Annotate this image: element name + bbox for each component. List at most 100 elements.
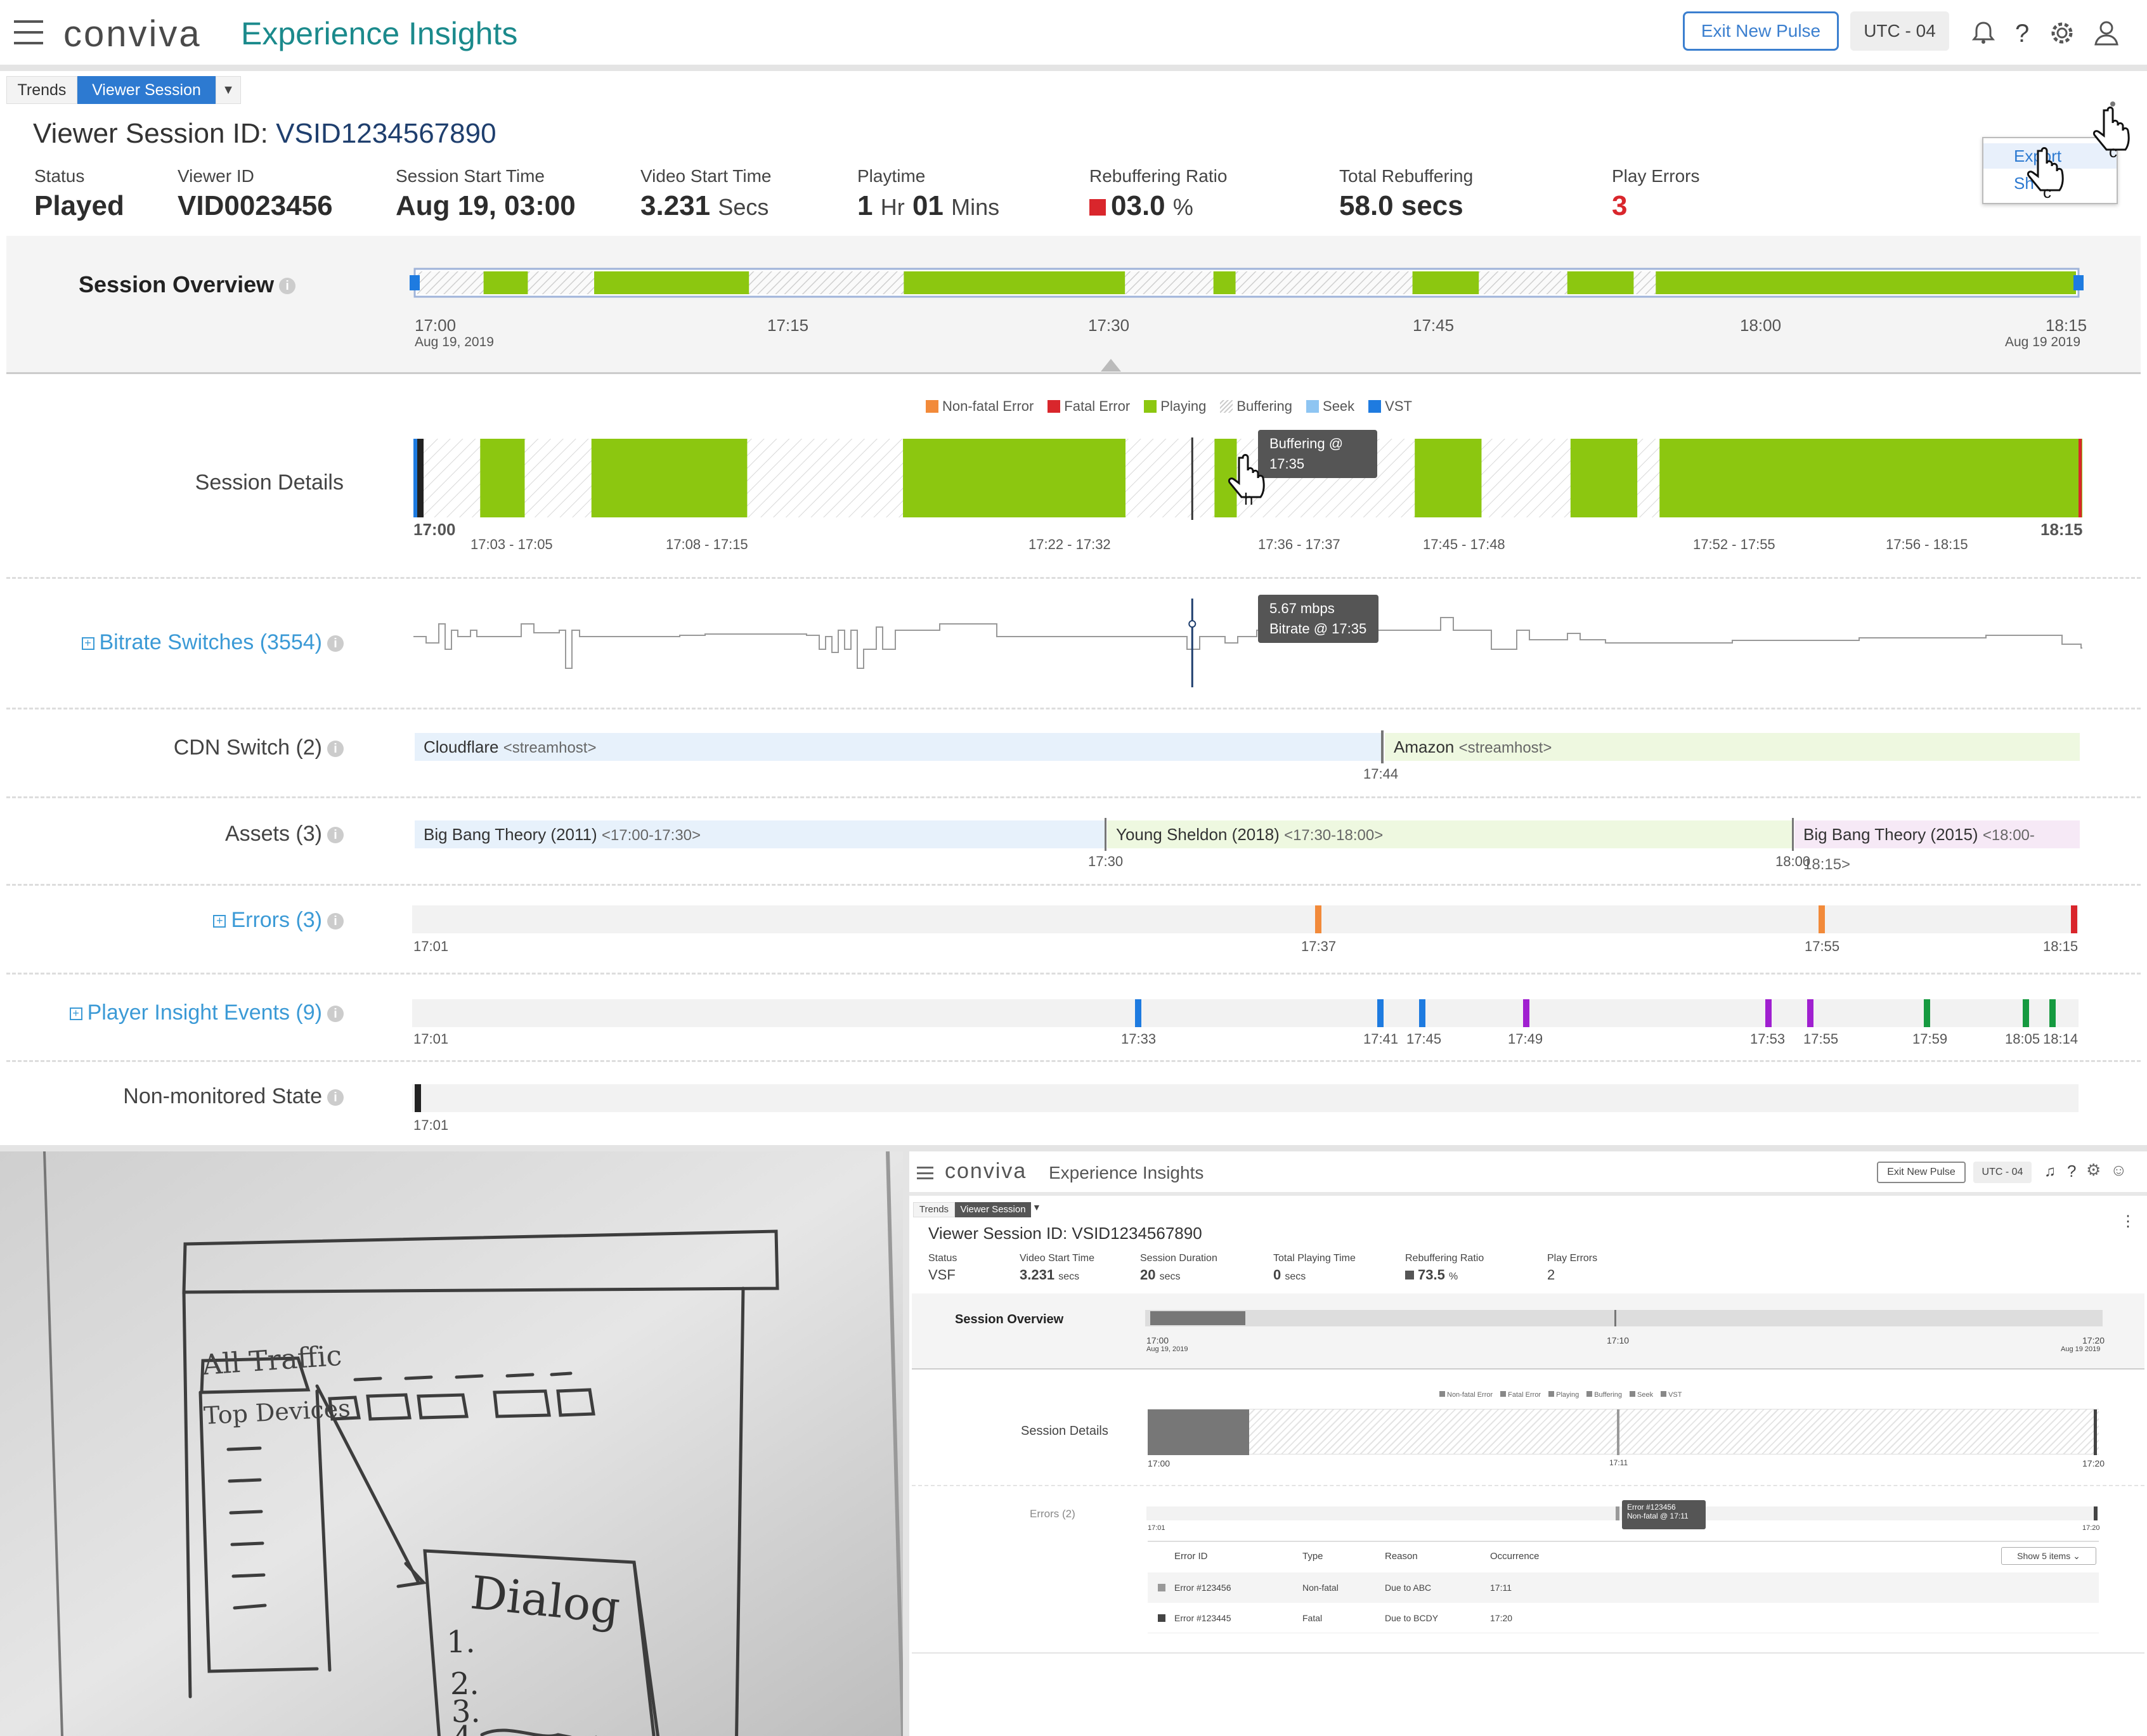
svg-text:4.: 4. bbox=[453, 1720, 482, 1736]
cdn-bar-amazon[interactable]: Amazon <streamhost> bbox=[1385, 733, 2080, 761]
legend-swatch bbox=[1368, 400, 1382, 413]
vst-marker bbox=[413, 439, 417, 517]
expand-icon[interactable]: + bbox=[69, 1007, 82, 1021]
asset-bar-2[interactable]: Young Sheldon (2018) <17:30-18:00> bbox=[1107, 820, 1792, 848]
mini-show-items-select[interactable]: Show 5 items ⌄ bbox=[2001, 1547, 2096, 1565]
asset-switch-marker bbox=[1792, 818, 1794, 851]
export-menu: Export Sh bbox=[1982, 137, 2118, 204]
app-header: conviva Experience Insights Exit New Pul… bbox=[0, 0, 2147, 71]
mini-overview-track[interactable] bbox=[1145, 1310, 2103, 1326]
info-icon[interactable]: i bbox=[327, 913, 344, 930]
legend-swatch bbox=[1306, 400, 1320, 413]
event-marker[interactable] bbox=[1419, 999, 1425, 1027]
cdn-bar-cloudflare[interactable]: Cloudflare <streamhost> bbox=[415, 733, 1382, 761]
mini-tab-viewer-session[interactable]: Viewer Session bbox=[955, 1202, 1031, 1217]
tab-trends[interactable]: Trends bbox=[6, 76, 77, 104]
errors-tick: 17:37 bbox=[1301, 938, 1337, 954]
details-playing-segment bbox=[1415, 439, 1482, 517]
event-marker[interactable] bbox=[1523, 999, 1529, 1027]
overview-timeline[interactable] bbox=[410, 265, 2094, 301]
nonfatal-error-marker[interactable] bbox=[1315, 905, 1321, 933]
asset-switch-marker bbox=[1105, 818, 1106, 851]
mini-user-icon[interactable]: ☺ bbox=[2110, 1160, 2127, 1179]
tab-viewer-session[interactable]: Viewer Session bbox=[77, 76, 216, 104]
mini-errors-toggle[interactable]: Errors (2) bbox=[1030, 1508, 1075, 1520]
timezone-select[interactable]: UTC - 04 bbox=[1850, 11, 1949, 51]
mini-product-name: Experience Insights bbox=[1049, 1163, 1204, 1182]
details-playing-segment bbox=[591, 439, 748, 517]
mini-error-marker[interactable] bbox=[1616, 1506, 1619, 1520]
chart-legend: Non-fatal Error Fatal Error Playing Bufferi… bbox=[926, 398, 1412, 415]
expand-icon[interactable]: + bbox=[213, 915, 226, 928]
asset-bar-3[interactable]: Big Bang Theory (2015) <18:00-18:15> bbox=[1794, 820, 2080, 873]
stat-playtime: Playtime 1 Hr 01 Mins bbox=[857, 166, 1000, 221]
overview-playing-segment bbox=[483, 271, 528, 294]
info-icon[interactable]: i bbox=[327, 635, 344, 652]
events-tick: 17:33 bbox=[1121, 1031, 1157, 1047]
asset-tick: 18:00 bbox=[1775, 853, 1811, 869]
mini-more-icon[interactable]: ⋮ bbox=[2120, 1213, 2136, 1230]
asset-tick: 17:30 bbox=[1088, 853, 1124, 869]
player-insight-events-toggle[interactable]: + Player Insight Events (9) i bbox=[14, 1001, 344, 1025]
bitrate-chart[interactable] bbox=[413, 599, 2085, 687]
info-icon[interactable]: i bbox=[327, 1006, 344, 1023]
tab-dropdown[interactable]: ▼ bbox=[216, 76, 241, 104]
mini-utc-select[interactable]: UTC - 04 bbox=[1973, 1162, 2032, 1183]
info-icon[interactable]: i bbox=[327, 1089, 344, 1106]
hamburger-icon[interactable] bbox=[14, 20, 43, 44]
info-icon[interactable]: i bbox=[327, 827, 344, 844]
session-details-timeline[interactable] bbox=[413, 437, 2085, 520]
mini-session-overview bbox=[912, 1293, 2144, 1370]
events-track[interactable] bbox=[412, 999, 2079, 1027]
bitrate-line bbox=[413, 617, 2082, 669]
session-page: conviva Experience Insights Exit New Pul… bbox=[0, 0, 2147, 1145]
errors-track[interactable] bbox=[412, 905, 2079, 933]
events-tick: 17:49 bbox=[1508, 1031, 1543, 1047]
mini-details-track[interactable] bbox=[1148, 1409, 2099, 1455]
event-marker[interactable] bbox=[1924, 999, 1930, 1027]
non-monitored-label: Non-monitored State i bbox=[14, 1084, 344, 1109]
svg-text:2.: 2. bbox=[450, 1666, 479, 1702]
mini-gear-icon[interactable]: ⚙ bbox=[2086, 1160, 2101, 1179]
event-marker[interactable] bbox=[2049, 999, 2056, 1027]
non-monitored-marker[interactable] bbox=[415, 1084, 421, 1112]
table-row[interactable] bbox=[1148, 1603, 2099, 1633]
event-marker[interactable] bbox=[1377, 999, 1384, 1027]
mini-bell-icon[interactable]: ♫ bbox=[2044, 1163, 2056, 1180]
stat-status: Status Played bbox=[34, 166, 124, 221]
bitrate-switches-toggle[interactable]: + Bitrate Switches (3554) i bbox=[14, 630, 344, 655]
mini-error-marker[interactable] bbox=[2094, 1506, 2098, 1520]
event-marker[interactable] bbox=[2023, 999, 2029, 1027]
mini-tab-trends[interactable]: Trends bbox=[913, 1202, 955, 1217]
table-cell: Error #123456 bbox=[1174, 1583, 1231, 1593]
more-options-icon[interactable] bbox=[2110, 101, 2115, 107]
mini-overview-tick: 17:10 bbox=[1607, 1335, 1630, 1345]
table-row[interactable] bbox=[1148, 1572, 2099, 1603]
mini-stat-label: Session Duration bbox=[1140, 1253, 1217, 1264]
gear-icon[interactable] bbox=[2048, 19, 2076, 47]
expand-icon[interactable]: + bbox=[81, 637, 94, 651]
nonfatal-swatch bbox=[1158, 1584, 1165, 1591]
fatal-error-marker[interactable] bbox=[2071, 905, 2077, 933]
mini-table-header: Type bbox=[1302, 1551, 1323, 1562]
mini-legend: Non-fatal Error Fatal Error Playing Bufferi… bbox=[1439, 1391, 1682, 1399]
exit-new-pulse-button[interactable]: Exit New Pulse bbox=[1683, 11, 1839, 51]
event-marker[interactable] bbox=[1135, 999, 1141, 1027]
event-marker[interactable] bbox=[1765, 999, 1772, 1027]
mini-exit-button[interactable]: Exit New Pulse bbox=[1877, 1162, 1966, 1183]
user-icon[interactable] bbox=[2092, 19, 2120, 47]
event-marker[interactable] bbox=[1807, 999, 1813, 1027]
overview-tick: 17:00 bbox=[415, 316, 457, 335]
mini-tab-dropdown[interactable]: ▼ bbox=[1032, 1202, 1041, 1212]
errors-toggle[interactable]: + Errors (3) i bbox=[14, 908, 344, 933]
info-icon[interactable]: i bbox=[327, 741, 344, 758]
help-icon[interactable]: ? bbox=[2009, 19, 2037, 47]
info-icon[interactable]: i bbox=[279, 278, 296, 295]
nonfatal-error-marker[interactable] bbox=[1819, 905, 1825, 933]
mini-help-icon[interactable]: ? bbox=[2067, 1162, 2077, 1181]
asset-bar-1[interactable]: Big Bang Theory (2011) <17:00-17:30> bbox=[415, 820, 1105, 848]
overview-playing-segment bbox=[1213, 271, 1236, 294]
bell-icon[interactable] bbox=[1969, 19, 1997, 47]
non-monitored-track[interactable] bbox=[412, 1084, 2079, 1112]
mini-hamburger-icon[interactable] bbox=[917, 1167, 933, 1179]
